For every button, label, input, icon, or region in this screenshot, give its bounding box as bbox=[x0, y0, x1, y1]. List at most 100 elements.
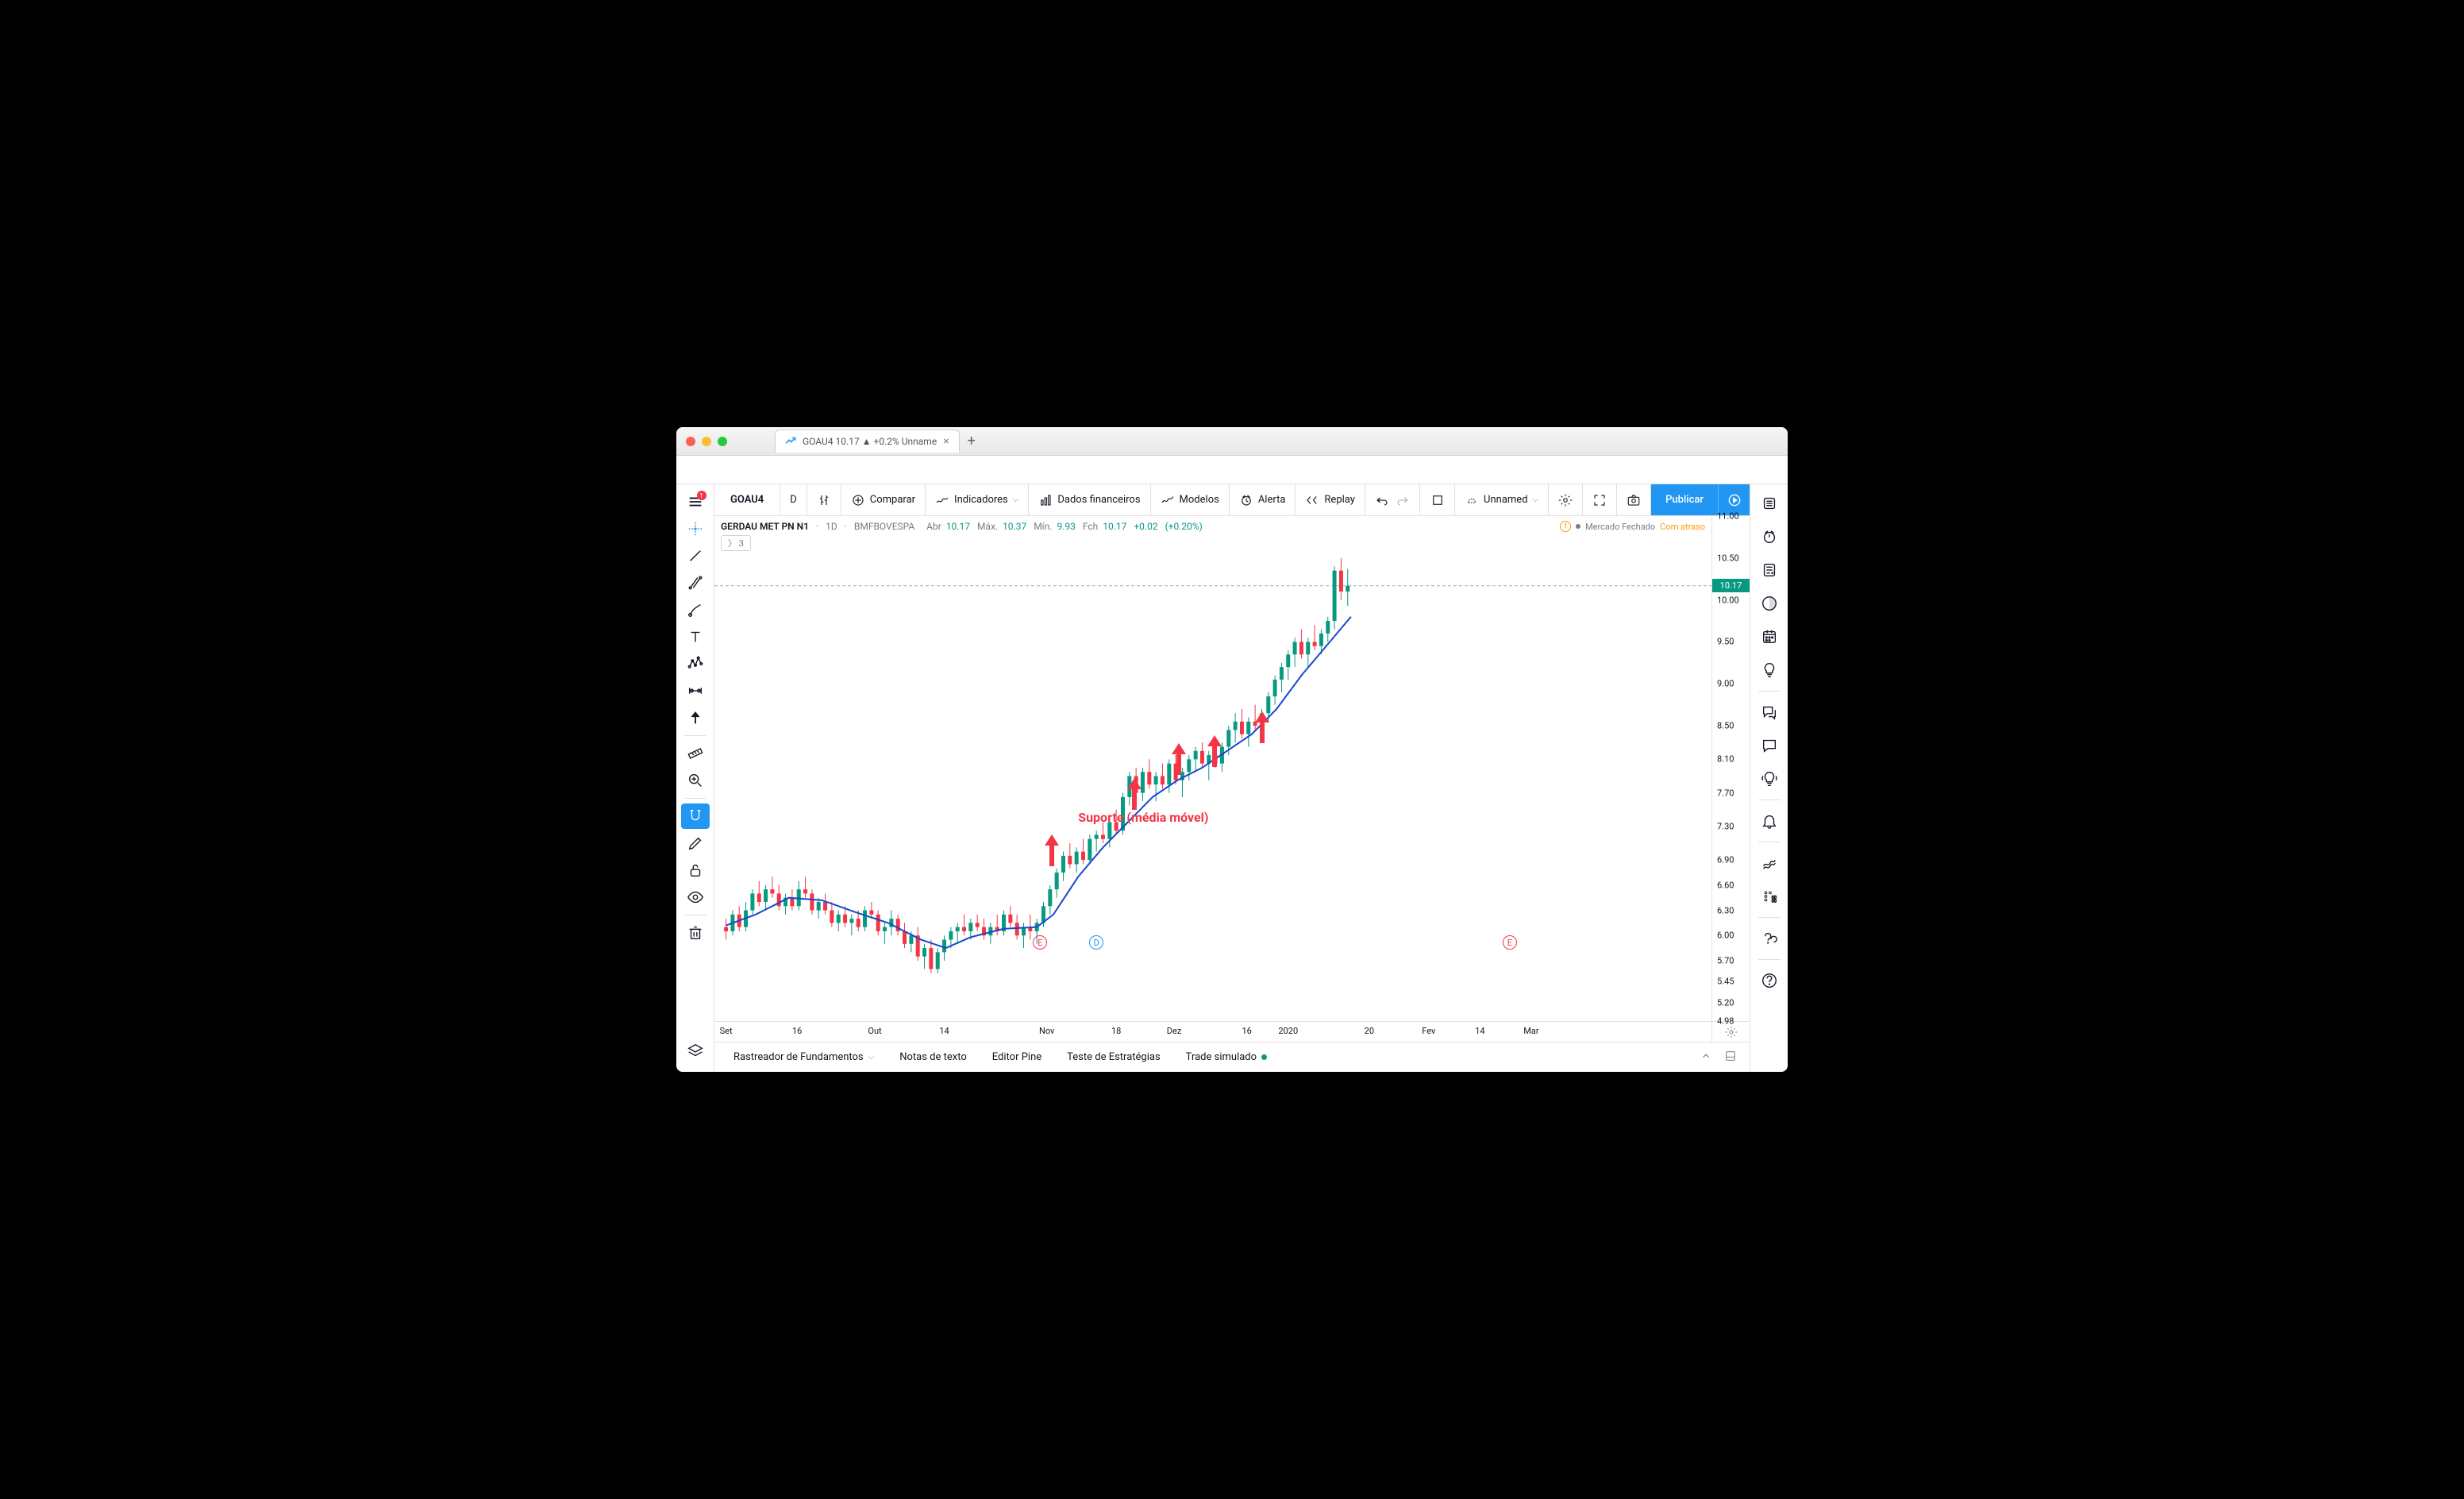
price-tick: 11.00 bbox=[1717, 511, 1739, 522]
data-window-icon[interactable] bbox=[1755, 589, 1784, 618]
browser-window: GOAU4 10.17 ▲ +0.2% Unname × + 1 bbox=[676, 427, 1788, 1072]
expand-indicators[interactable]: 〉 3 bbox=[721, 535, 751, 551]
symbol-name: GERDAU MET PN N1 bbox=[721, 521, 809, 532]
bottom-bar: Rastreador de Fundamentos⌵ Notas de text… bbox=[714, 1042, 1750, 1072]
magnet-tool[interactable] bbox=[681, 803, 710, 829]
window-controls bbox=[686, 437, 727, 446]
financials-button[interactable]: Dados financeiros bbox=[1029, 484, 1150, 515]
alert-button[interactable]: Alerta bbox=[1230, 484, 1296, 515]
trendline-tool[interactable] bbox=[681, 543, 710, 568]
new-tab-button[interactable]: + bbox=[968, 433, 976, 449]
layout-name[interactable]: Unnamed⌵ bbox=[1455, 484, 1549, 515]
indicators-button[interactable]: Indicadores⌵ bbox=[926, 484, 1029, 515]
time-tick: Set bbox=[720, 1026, 733, 1036]
layout-grid[interactable] bbox=[1421, 484, 1455, 515]
minimize-window[interactable] bbox=[702, 437, 711, 446]
broker-icon[interactable] bbox=[1755, 924, 1784, 953]
layers-tool[interactable] bbox=[681, 1039, 710, 1064]
fullscreen-button[interactable] bbox=[1583, 484, 1617, 515]
dom-icon[interactable] bbox=[1755, 849, 1784, 877]
object-tree-icon[interactable]: 0000 bbox=[1755, 882, 1784, 911]
interval-select[interactable]: D bbox=[780, 484, 807, 515]
current-price-tag: 10.17 bbox=[1712, 579, 1750, 592]
price-tick: 7.30 bbox=[1717, 821, 1734, 831]
timeframe: 1D bbox=[826, 521, 837, 532]
compare-button[interactable]: Comparar bbox=[841, 484, 926, 515]
support-arrow-icon bbox=[1127, 778, 1142, 810]
fundamentals-tab[interactable]: Rastreador de Fundamentos⌵ bbox=[721, 1042, 887, 1072]
forecast-tool[interactable] bbox=[681, 678, 710, 703]
strategy-tester-tab[interactable]: Teste de Estratégias bbox=[1054, 1042, 1173, 1072]
private-chat-icon[interactable] bbox=[1755, 731, 1784, 760]
time-tick: 16 bbox=[792, 1026, 802, 1036]
price-tick: 10.50 bbox=[1717, 553, 1739, 563]
notification-badge: 1 bbox=[697, 491, 706, 500]
price-tick: 5.20 bbox=[1717, 997, 1734, 1008]
svg-text:00: 00 bbox=[1771, 899, 1776, 904]
cursor-tool[interactable] bbox=[681, 516, 710, 541]
price-tick: 9.00 bbox=[1717, 679, 1734, 689]
browser-tab[interactable]: GOAU4 10.17 ▲ +0.2% Unname × bbox=[775, 430, 960, 453]
support-annotation: Suporte (média móvel) bbox=[1078, 810, 1208, 825]
delete-tool[interactable] bbox=[681, 920, 710, 946]
alerts-icon[interactable] bbox=[1755, 522, 1784, 551]
notes-tab[interactable]: Notas de texto bbox=[887, 1042, 980, 1072]
calendar-icon[interactable] bbox=[1755, 622, 1784, 651]
time-tick: Mar bbox=[1523, 1026, 1538, 1036]
chart-style[interactable] bbox=[807, 484, 841, 515]
paper-trading-tab[interactable]: Trade simulado bbox=[1173, 1042, 1280, 1072]
collapse-icon[interactable] bbox=[1694, 1050, 1718, 1065]
earnings-mark[interactable]: E bbox=[1503, 935, 1517, 950]
time-tick: Out bbox=[868, 1026, 881, 1036]
delay-text: Com atraso bbox=[1660, 522, 1705, 532]
edit-tool[interactable] bbox=[681, 830, 710, 856]
text-tool[interactable] bbox=[681, 624, 710, 649]
support-arrow-icon bbox=[1255, 711, 1269, 743]
screenshot-button[interactable] bbox=[1617, 484, 1651, 515]
redo-button[interactable] bbox=[1392, 484, 1420, 515]
maximize-window[interactable] bbox=[718, 437, 727, 446]
public-chat-icon[interactable] bbox=[1755, 698, 1784, 726]
publish-button[interactable]: Publicar bbox=[1651, 484, 1718, 515]
visibility-tool[interactable] bbox=[681, 884, 710, 910]
close-window[interactable] bbox=[686, 437, 695, 446]
price-axis[interactable]: 11.0010.5010.009.509.008.508.107.707.306… bbox=[1711, 516, 1750, 1021]
pine-editor-tab[interactable]: Editor Pine bbox=[980, 1042, 1054, 1072]
lock-tool[interactable] bbox=[681, 857, 710, 883]
url-bar[interactable] bbox=[676, 456, 1788, 484]
time-axis[interactable]: Set16Out14Nov18Dez16202020Fev14Mar bbox=[714, 1021, 1711, 1042]
templates-button[interactable]: Modelos bbox=[1151, 484, 1230, 515]
undo-button[interactable] bbox=[1365, 484, 1392, 515]
help-icon[interactable] bbox=[1755, 966, 1784, 995]
chart-pane[interactable]: GERDAU MET PN N1 · 1D · BMFBOVESPA Abr10… bbox=[714, 516, 1711, 1021]
chart-svg bbox=[714, 516, 1711, 1021]
top-toolbar: GOAU4 D Comparar Indicadores⌵ Dados fina… bbox=[714, 484, 1750, 516]
arrow-tool[interactable] bbox=[681, 705, 710, 730]
ruler-tool[interactable] bbox=[681, 741, 710, 766]
panel-icon[interactable] bbox=[1718, 1050, 1743, 1065]
notifications-icon[interactable] bbox=[1755, 807, 1784, 835]
replay-button[interactable]: Replay bbox=[1296, 484, 1365, 515]
close-tab-icon[interactable]: × bbox=[943, 435, 949, 448]
exchange: BMFBOVESPA bbox=[854, 521, 914, 532]
settings-button[interactable] bbox=[1549, 484, 1583, 515]
drawing-toolbar: 1 bbox=[676, 484, 714, 1072]
hotlist-icon[interactable] bbox=[1755, 556, 1784, 584]
time-tick: Fev bbox=[1422, 1026, 1435, 1036]
app-shell: 1 GOAU4 bbox=[676, 484, 1788, 1072]
time-tick: 16 bbox=[1242, 1026, 1252, 1036]
watchlist-icon[interactable] bbox=[1755, 489, 1784, 518]
menu-button[interactable]: 1 bbox=[681, 489, 710, 514]
stream-icon[interactable] bbox=[1755, 765, 1784, 793]
symbol-search[interactable]: GOAU4 bbox=[714, 484, 780, 515]
price-tick: 5.45 bbox=[1717, 977, 1734, 987]
tab-favicon bbox=[785, 436, 796, 447]
brush-tool[interactable] bbox=[681, 597, 710, 622]
price-tick: 10.00 bbox=[1717, 595, 1739, 605]
pattern-tool[interactable] bbox=[681, 651, 710, 676]
price-tick: 6.30 bbox=[1717, 905, 1734, 915]
fib-tool[interactable] bbox=[681, 570, 710, 595]
zoom-tool[interactable] bbox=[681, 768, 710, 793]
ideas-icon[interactable] bbox=[1755, 656, 1784, 684]
price-tick: 8.50 bbox=[1717, 721, 1734, 731]
